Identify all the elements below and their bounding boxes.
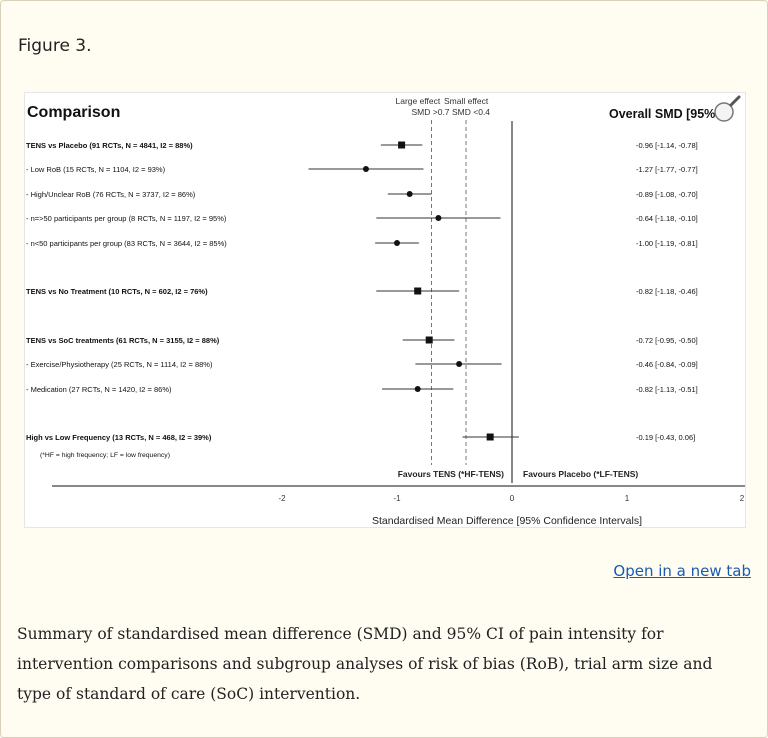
point-estimate-square [414, 287, 422, 295]
row-label: - Exercise/Physiotherapy (25 RCTs, N = 1… [26, 360, 213, 369]
comparison-heading: Comparison [27, 104, 120, 121]
ci-text: -1.00 [-1.19, -0.81] [636, 239, 698, 248]
ci-text: -0.82 [-1.13, -0.51] [636, 385, 698, 394]
favours-right: Favours Placebo (*LF-TENS) [523, 469, 638, 479]
magnifier-icon [714, 102, 734, 122]
point-estimate-square [486, 433, 494, 441]
row-label: - High/Unclear RoB (76 RCTs, N = 3737, I… [26, 190, 196, 199]
ci-text: -0.82 [-1.18, -0.46] [636, 287, 698, 296]
figure-caption: Summary of standardised mean difference … [17, 625, 713, 703]
ci-text: -0.19 [-0.43, 0.06] [636, 433, 695, 442]
open-new-tab-link[interactable]: Open in a new tab [613, 562, 751, 580]
x-tick-label: 0 [510, 494, 515, 503]
footnote: (*HF = high frequency; LF = low frequenc… [40, 452, 170, 459]
row-label: High vs Low Frequency (13 RCTs, N = 468,… [26, 433, 212, 442]
row-label: - n<50 participants per group (83 RCTs, … [26, 239, 227, 248]
ci-text: -0.64 [-1.18, -0.10] [636, 214, 698, 223]
row-label: - Low RoB (15 RCTs, N = 1104, I2 = 93%) [26, 165, 166, 174]
x-tick-label: -2 [278, 494, 286, 503]
ref-label-small-line1: Small effect [444, 96, 489, 106]
magnifier-handle [729, 95, 741, 107]
point-estimate-circle [394, 240, 400, 246]
point-estimate-circle [362, 166, 369, 172]
ref-label-small-line2: SMD <0.4 [452, 107, 490, 117]
row-label: - n=>50 participants per group (8 RCTs, … [26, 214, 227, 223]
favours-left: Favours TENS (*HF-TENS) [398, 469, 504, 479]
row-label: TENS vs No Treatment (10 RCTs, N = 602, … [26, 287, 208, 296]
point-estimate-circle [414, 386, 421, 392]
forest-plot-svg: Comparison Overall SMD [95%Large effectSM… [26, 95, 745, 527]
x-tick-label: 2 [740, 494, 745, 503]
figure-label: Figure 3. [18, 36, 92, 56]
x-axis-title: Standardised Mean Difference [95% Confid… [372, 515, 642, 527]
point-estimate-circle [456, 361, 463, 367]
ci-text: -0.89 [-1.08, -0.70] [636, 190, 698, 199]
row-label: - Medication (27 RCTs, N = 1420, I2 = 86… [26, 385, 172, 394]
overall-smd-heading: Overall SMD [95% [609, 107, 715, 121]
ci-text: -0.72 [-0.95, -0.50] [636, 336, 698, 345]
x-tick-label: -1 [393, 494, 401, 503]
ci-text: -0.96 [-1.14, -0.78] [636, 141, 698, 150]
ci-text: -0.46 [-0.84, -0.09] [636, 360, 698, 369]
row-label: TENS vs SoC treatments (61 RCTs, N = 315… [26, 336, 220, 345]
x-tick-label: 1 [625, 494, 630, 503]
forest-plot: Comparison Overall SMD [95% Large effect SM… [24, 92, 746, 528]
ref-label-large-line1: Large effect [396, 96, 441, 106]
point-estimate-square [398, 141, 406, 149]
row-label: TENS vs Placebo (91 RCTs, N = 4841, I2 =… [26, 141, 193, 150]
point-estimate-circle [406, 191, 413, 197]
point-estimate-circle [435, 215, 442, 221]
ref-label-large-line2: SMD >0.7 [412, 107, 450, 117]
point-estimate-square [425, 336, 433, 344]
ci-text: -1.27 [-1.77, -0.77] [636, 165, 698, 174]
